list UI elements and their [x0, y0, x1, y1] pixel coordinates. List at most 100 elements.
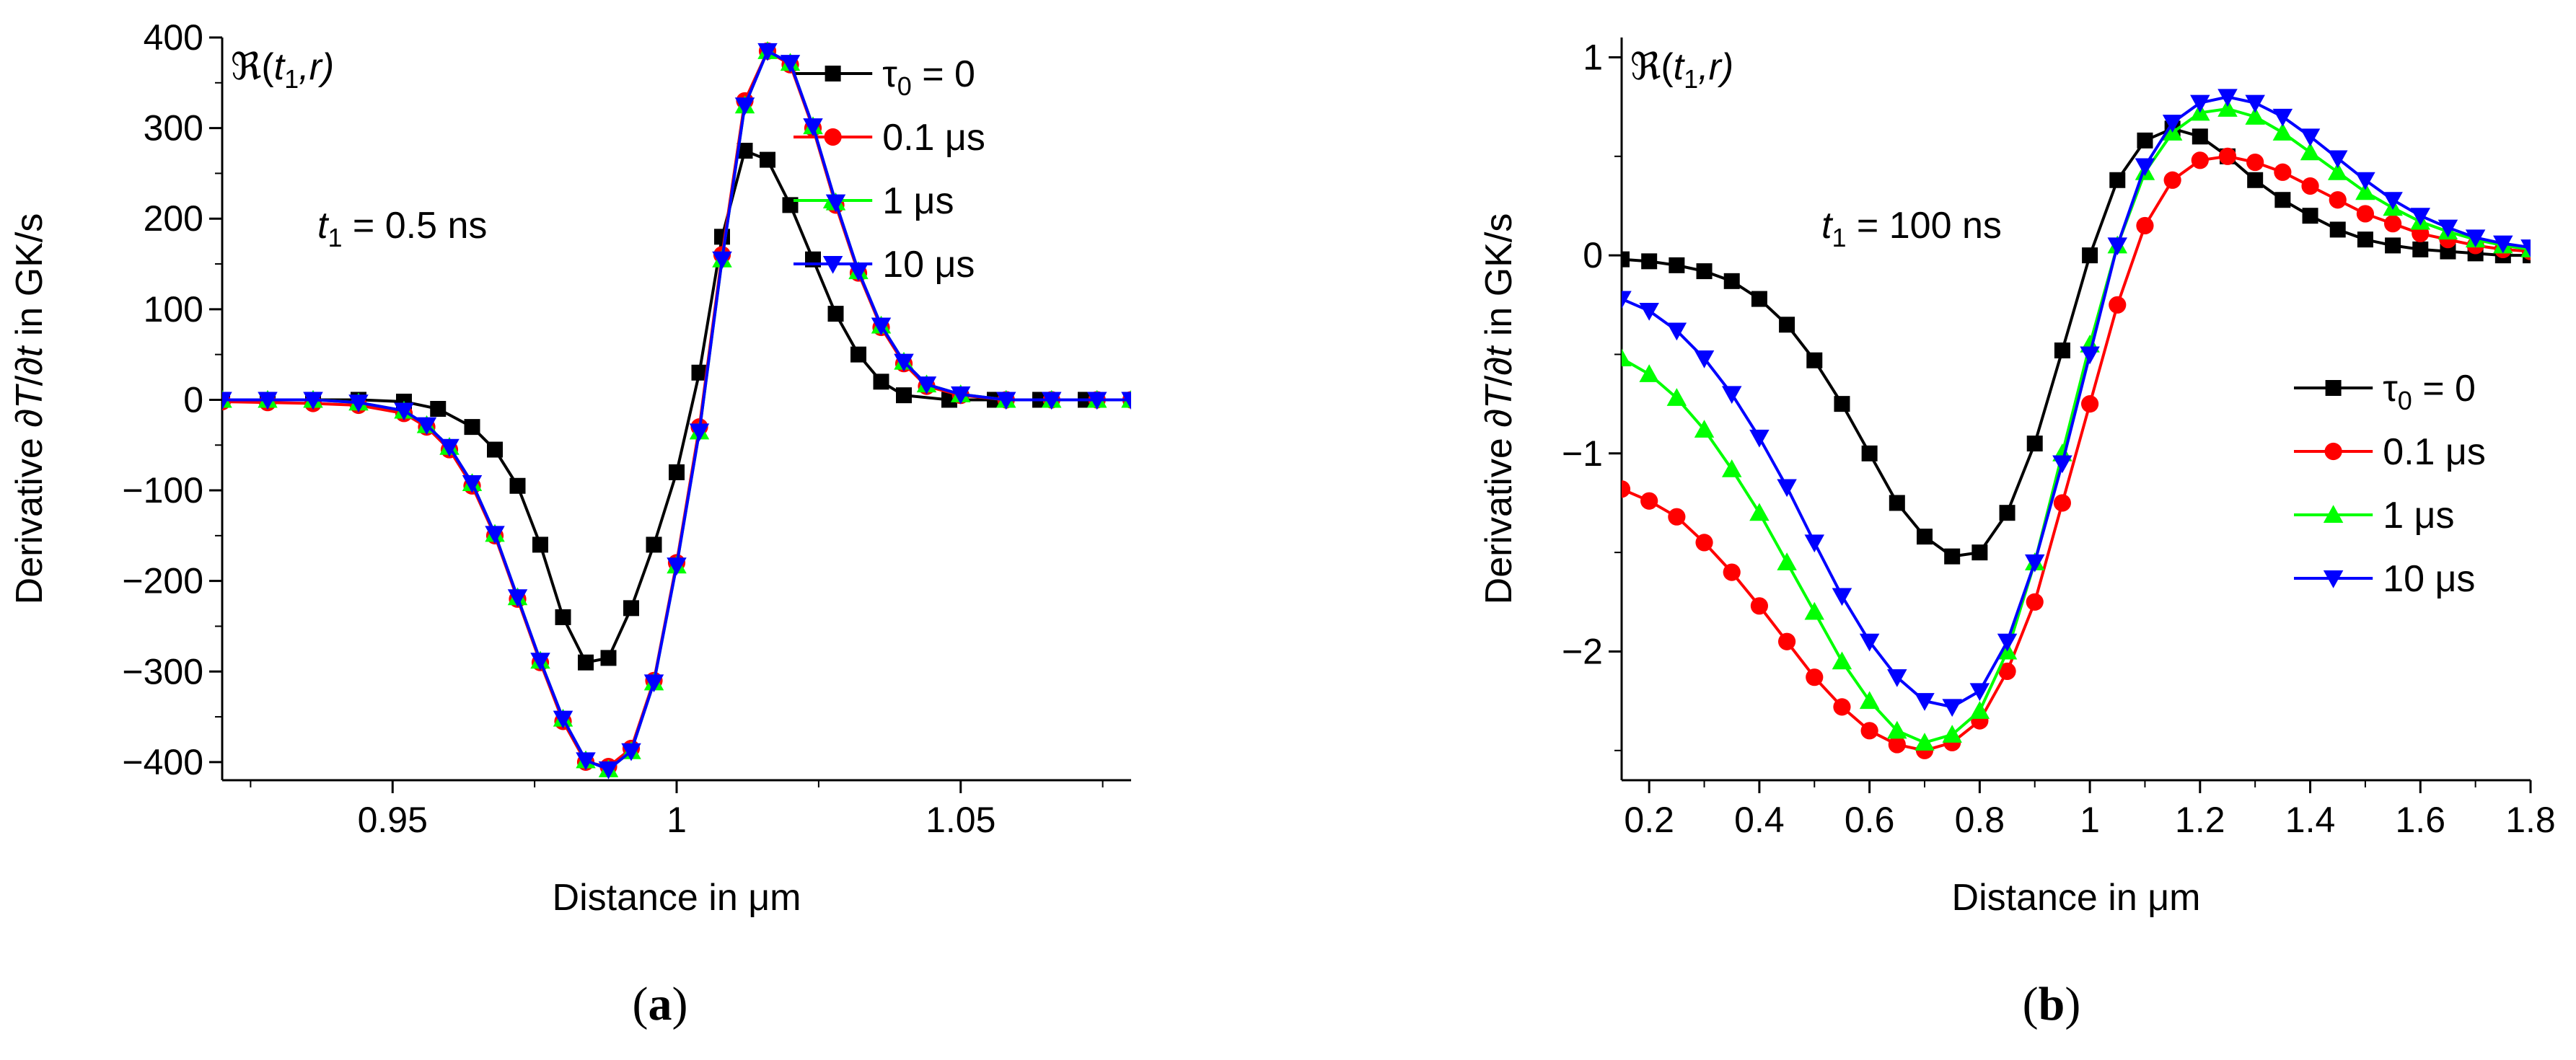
data-point — [2355, 172, 2375, 190]
data-point — [1723, 563, 1741, 581]
data-point — [1779, 317, 1795, 333]
legend-marker — [2323, 570, 2344, 588]
data-point — [485, 526, 505, 544]
data-point — [2301, 177, 2319, 195]
y-tick-label: −200 — [122, 561, 203, 601]
data-point — [1997, 633, 2018, 652]
data-point — [1999, 505, 2015, 521]
data-point — [1777, 552, 1797, 570]
data-point — [2217, 99, 2238, 117]
data-point — [2383, 192, 2403, 210]
data-point — [2465, 229, 2486, 248]
data-point — [848, 263, 869, 281]
data-point — [2357, 231, 2373, 248]
x-tick-label: 0.95 — [358, 800, 428, 840]
data-point — [2024, 554, 2045, 573]
data-point — [737, 143, 753, 159]
data-point — [1942, 699, 1962, 717]
data-point — [1806, 352, 1823, 368]
data-point — [1749, 429, 1770, 448]
data-point — [2300, 142, 2321, 161]
data-point — [2218, 147, 2237, 165]
data-point — [2327, 150, 2348, 169]
data-point — [1888, 736, 1906, 754]
data-point — [780, 55, 801, 73]
data-point — [646, 536, 662, 553]
data-point — [2163, 171, 2181, 189]
legend-marker — [825, 66, 841, 81]
legend-item: 0.1 μs — [794, 117, 985, 159]
y-tick-label: −300 — [122, 651, 203, 692]
data-point — [1622, 291, 1632, 309]
data-point — [530, 653, 550, 671]
data-point — [2192, 128, 2208, 145]
x-tick-label: 1.6 — [2396, 800, 2446, 840]
data-point — [2385, 237, 2401, 254]
data-point — [1641, 253, 1658, 270]
data-point — [896, 387, 912, 404]
data-point — [439, 438, 460, 457]
x-tick-label: 0.2 — [1624, 800, 1674, 840]
annotation-label: t1 = 0.5 ns — [317, 205, 487, 252]
panel-label-a: (a) — [632, 978, 688, 1030]
x-tick-label: 1.2 — [2175, 800, 2225, 840]
data-point — [1804, 534, 1825, 553]
data-point — [464, 419, 480, 436]
series-line — [1622, 154, 2531, 752]
data-point — [2300, 128, 2321, 147]
series-line — [1622, 127, 2531, 558]
data-point — [1639, 364, 1659, 382]
data-point — [850, 346, 866, 363]
data-point — [2493, 235, 2513, 254]
data-point — [1915, 733, 1935, 751]
data-point — [2026, 593, 2044, 611]
data-point — [2520, 239, 2531, 257]
x-axis-label: Distance in μm — [553, 877, 801, 919]
x-tick-label: 0.8 — [1955, 800, 2005, 840]
data-point — [1622, 480, 1631, 498]
data-point — [1121, 392, 1131, 410]
series-line — [1622, 95, 2531, 709]
data-point — [2109, 296, 2127, 314]
data-point — [600, 650, 617, 666]
data-point — [1861, 445, 1878, 461]
data-point — [1696, 263, 1713, 280]
data-point — [1666, 322, 1687, 341]
data-point — [507, 589, 528, 608]
data-point — [621, 743, 641, 761]
legend-label: 1 μs — [2383, 495, 2454, 536]
data-point — [2329, 191, 2347, 209]
legend-label: 10 μs — [882, 244, 975, 286]
y-tick-label: 0 — [1583, 235, 1603, 275]
x-tick-label: 1.05 — [926, 800, 995, 840]
data-point — [2217, 89, 2238, 107]
data-point — [555, 609, 571, 625]
data-point — [1887, 720, 1907, 739]
legend-label: τ0 = 0 — [2383, 368, 2476, 415]
legend-item: 0.1 μs — [2294, 431, 2486, 473]
data-point — [1859, 691, 1880, 710]
data-point — [996, 392, 1016, 410]
data-point — [2080, 395, 2099, 413]
data-point — [1622, 348, 1632, 366]
data-point — [2274, 163, 2292, 181]
data-point — [803, 118, 823, 136]
data-point — [303, 392, 323, 410]
data-point — [2246, 153, 2264, 172]
legend-marker — [2324, 442, 2342, 461]
data-point — [1639, 303, 1659, 321]
data-point — [598, 761, 619, 779]
x-tick-label: 0.4 — [1734, 800, 1785, 840]
data-point — [1668, 508, 1686, 526]
data-point — [1971, 544, 1988, 561]
data-point — [1998, 662, 2016, 681]
y-tick-label: 100 — [144, 289, 203, 330]
data-point — [951, 386, 971, 405]
series-3 — [1622, 89, 2531, 717]
data-point — [691, 364, 708, 381]
data-point — [1042, 392, 1062, 410]
data-point — [258, 392, 278, 410]
legend-item: τ0 = 0 — [2294, 368, 2476, 415]
legend-item: τ0 = 0 — [794, 53, 975, 101]
data-point — [348, 394, 369, 412]
